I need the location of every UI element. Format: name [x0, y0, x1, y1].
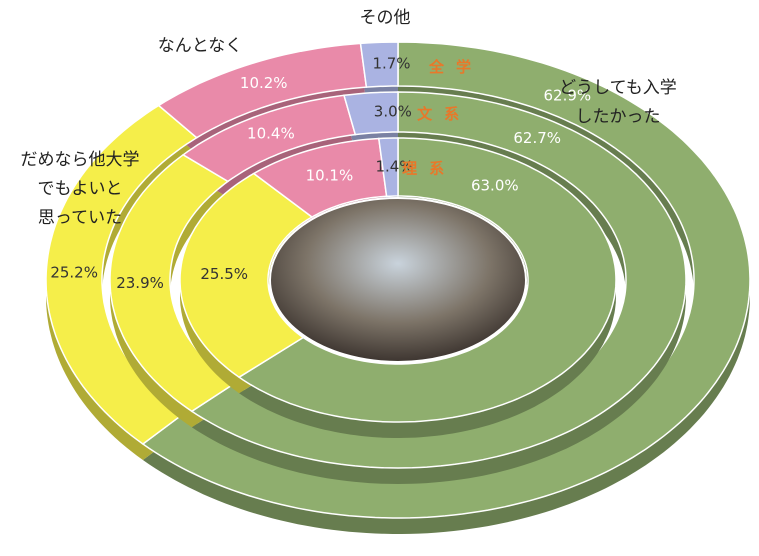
value-label: 3.0% — [374, 103, 412, 121]
category-label: だめなら他大学でもよいと思っていた — [21, 150, 140, 228]
category-line: でもよいと — [38, 179, 123, 199]
value-label: 1.4% — [375, 158, 413, 176]
category-line: その他 — [360, 8, 411, 28]
category-line: したかった — [576, 107, 661, 127]
category-line: 思っていた — [38, 208, 122, 228]
value-label: 10.1% — [306, 167, 354, 185]
category-label: なんとなく — [158, 36, 243, 56]
value-label: 10.2% — [240, 74, 288, 92]
value-label: 25.2% — [50, 264, 98, 282]
value-label: 1.7% — [372, 55, 410, 73]
ring-side — [142, 58, 750, 534]
ring-segment — [343, 91, 399, 136]
value-label: 62.9% — [544, 86, 592, 104]
center-photo — [269, 197, 527, 363]
ring-name: 全学 — [428, 58, 483, 76]
value-label: 10.4% — [247, 124, 295, 142]
value-label: 23.9% — [116, 274, 164, 292]
value-label: 63.0% — [471, 177, 519, 195]
category-line: どうしても入学 — [559, 78, 677, 98]
ring-side — [191, 108, 687, 484]
value-label: 62.7% — [513, 129, 561, 147]
ring-name: 文系 — [417, 105, 471, 123]
category-line: なんとなく — [158, 36, 243, 56]
ring-segment — [359, 41, 399, 88]
ring-segment — [377, 137, 399, 198]
category-line: だめなら他大学 — [21, 150, 140, 170]
category-label: その他 — [360, 8, 411, 28]
ring-name: 理系 — [402, 159, 456, 177]
value-label: 25.5% — [200, 265, 248, 283]
category-label: どうしても入学したかった — [559, 78, 677, 127]
